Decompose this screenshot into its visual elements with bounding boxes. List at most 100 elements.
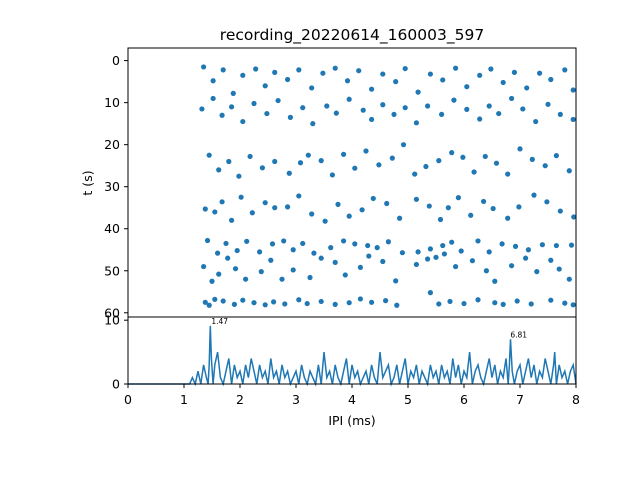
raster-point [412,171,418,177]
raster-point [240,297,246,303]
raster-point [533,118,539,125]
raster-point [210,95,216,102]
raster-point [477,72,483,78]
raster-point [253,66,259,72]
raster-point [449,239,455,245]
raster-point [199,106,205,112]
raster-point [272,205,278,211]
raster-point [231,301,237,307]
raster-point [300,105,306,111]
raster-y-tick-label: 40 [104,221,120,236]
raster-point [296,193,302,199]
raster-point [328,245,334,251]
raster-point [209,278,215,284]
raster-point [445,205,451,211]
raster-point [220,298,226,304]
raster-point [505,171,511,177]
raster-point [247,153,253,160]
raster-point [296,297,302,303]
raster-point [548,76,554,83]
raster-point [458,248,464,254]
raster-point [451,97,457,103]
raster-point [285,204,291,210]
raster-point [492,278,498,284]
raster-point [394,302,400,308]
raster-point [427,290,433,296]
ipi-peak-annotation: 1.47 [211,317,228,326]
raster-point [517,146,523,152]
raster-point [449,150,455,156]
raster-point [258,269,264,275]
raster-point [447,298,453,305]
raster-point [352,165,358,171]
raster-point [366,253,372,259]
raster-y-tick-label: 50 [104,263,120,278]
raster-y-tick-label: 0 [112,53,120,68]
raster-point [509,95,515,102]
raster-point [426,203,432,209]
raster-point [523,255,529,261]
raster-point [279,276,285,282]
raster-point [359,207,365,213]
chart-title: recording_20220614_160003_597 [220,26,484,45]
raster-point [272,158,278,165]
raster-point [469,258,475,264]
ipi-x-tick-label: 0 [124,392,132,407]
raster-point [389,155,395,161]
ipi-x-tick-label: 1 [180,392,188,407]
raster-point [304,300,310,307]
raster-point [568,242,575,248]
ipi-x-tick-label: 3 [292,392,300,407]
raster-point [285,76,291,83]
raster-point [374,245,380,251]
raster-y-tick-label: 20 [104,137,120,152]
raster-point [206,152,212,158]
raster-point [490,205,496,212]
raster-point [229,104,235,110]
raster-point [393,278,399,284]
raster-point [483,268,489,274]
raster-point [557,111,563,118]
raster-point [201,64,207,70]
raster-point [481,198,487,205]
raster-panel: 0 10 20 30 40 50 60 t (s) [80,47,577,320]
raster-point [441,251,447,257]
raster-point [344,78,351,84]
raster-point [240,72,246,78]
raster-point [520,106,526,112]
raster-point [562,67,568,73]
raster-point [324,103,330,109]
raster-point [202,206,208,212]
raster-point [482,153,488,160]
raster-point [511,69,517,75]
raster-point [413,120,419,126]
ipi-x-ticks: 0 1 2 3 4 5 6 7 8 [124,384,580,407]
raster-point [402,105,408,111]
raster-point [461,300,467,307]
raster-point [249,210,255,216]
raster-point [202,299,208,305]
ipi-y-tick-label: 0 [112,377,120,392]
raster-point [439,111,445,118]
raster-point [557,208,563,214]
raster-point [542,163,548,169]
raster-point [537,70,543,76]
raster-point [500,79,506,86]
raster-y-ticks: 0 10 20 30 40 50 60 [104,53,128,320]
raster-point [553,242,560,249]
raster-point [400,142,407,148]
ipi-y-ticks: 0 10 [104,313,128,392]
raster-point [534,269,540,275]
raster-point [281,238,287,244]
raster-point [220,67,226,73]
raster-point [318,298,324,305]
raster-point [493,160,500,166]
raster-point [380,258,386,265]
raster-point [262,200,268,206]
raster-point [225,255,231,261]
raster-point [264,110,270,117]
raster-point [309,85,315,91]
raster-point [385,239,391,245]
raster-point [570,302,576,308]
raster-point [571,214,577,220]
